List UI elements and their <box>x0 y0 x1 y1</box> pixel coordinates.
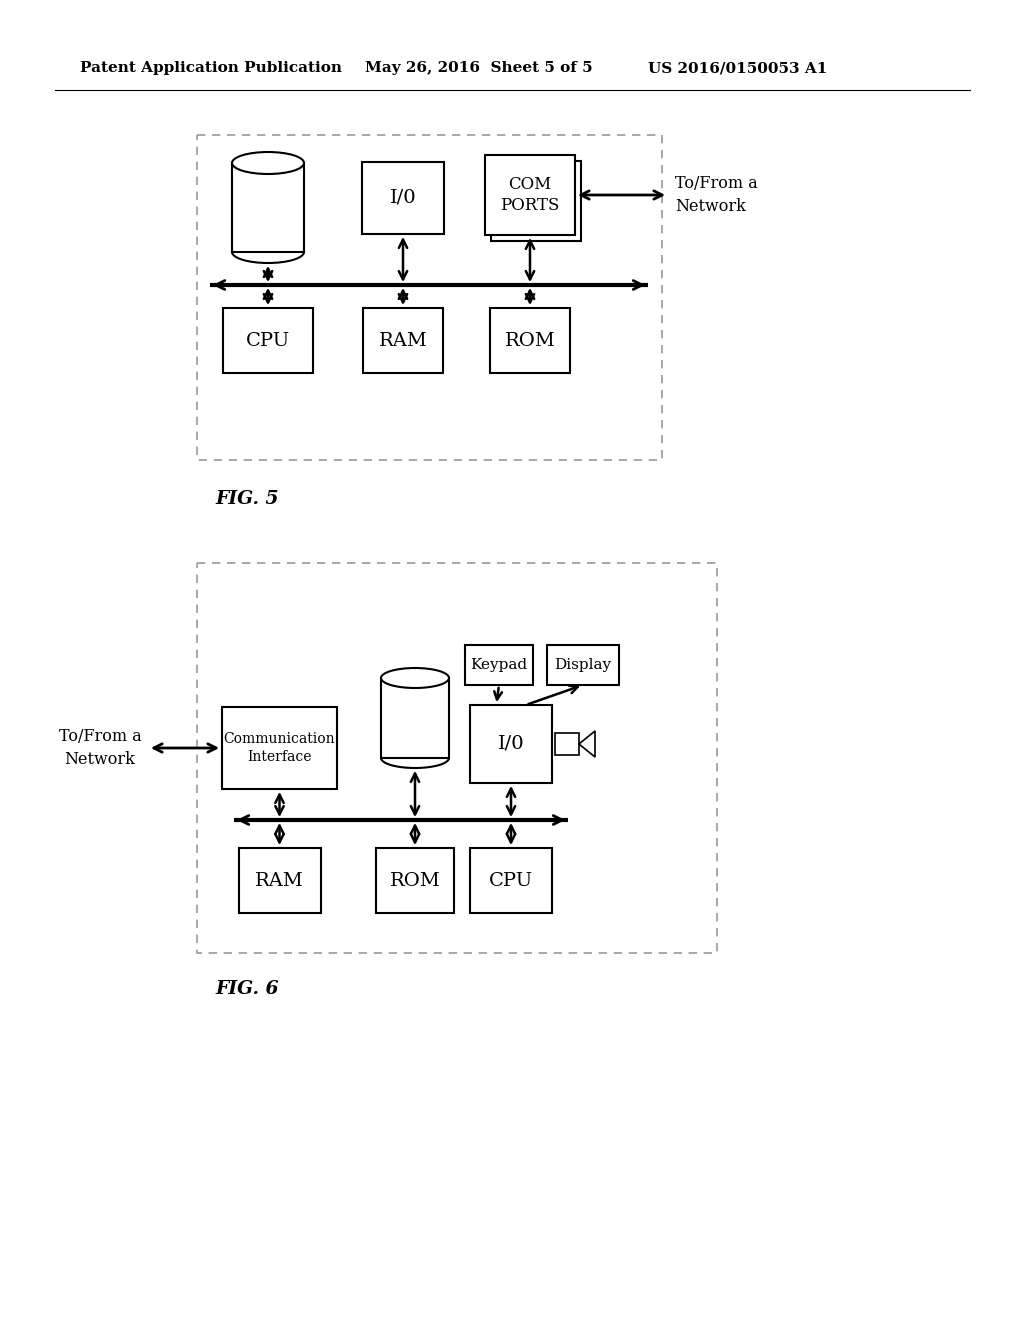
Polygon shape <box>579 731 595 756</box>
FancyBboxPatch shape <box>547 645 618 685</box>
FancyBboxPatch shape <box>465 645 534 685</box>
Text: I/0: I/0 <box>498 735 524 752</box>
FancyBboxPatch shape <box>470 705 552 783</box>
Ellipse shape <box>232 152 304 174</box>
Text: US 2016/0150053 A1: US 2016/0150053 A1 <box>648 61 827 75</box>
FancyBboxPatch shape <box>232 162 304 252</box>
FancyBboxPatch shape <box>223 308 313 374</box>
FancyBboxPatch shape <box>490 308 570 374</box>
Text: Keypad: Keypad <box>470 657 527 672</box>
FancyBboxPatch shape <box>381 678 449 758</box>
Text: I/0: I/0 <box>390 189 417 207</box>
FancyBboxPatch shape <box>362 162 444 234</box>
Text: Patent Application Publication: Patent Application Publication <box>80 61 342 75</box>
FancyBboxPatch shape <box>239 847 321 913</box>
Text: CPU: CPU <box>488 871 534 890</box>
FancyBboxPatch shape <box>222 708 337 789</box>
Text: Display: Display <box>554 657 611 672</box>
FancyBboxPatch shape <box>362 308 443 374</box>
Ellipse shape <box>381 668 449 688</box>
Text: RAM: RAM <box>255 871 304 890</box>
Text: To/From a
Network: To/From a Network <box>675 176 758 215</box>
Text: COM
PORTS: COM PORTS <box>501 176 560 214</box>
Text: ROM: ROM <box>389 871 440 890</box>
Text: Communication
Interface: Communication Interface <box>223 733 335 764</box>
FancyBboxPatch shape <box>470 847 552 913</box>
FancyBboxPatch shape <box>555 733 579 755</box>
Text: To/From a
Network: To/From a Network <box>58 729 141 768</box>
FancyBboxPatch shape <box>376 847 454 913</box>
FancyBboxPatch shape <box>197 135 662 459</box>
Text: FIG. 6: FIG. 6 <box>215 979 279 998</box>
Text: RAM: RAM <box>379 331 427 350</box>
Text: CPU: CPU <box>246 331 290 350</box>
Text: May 26, 2016  Sheet 5 of 5: May 26, 2016 Sheet 5 of 5 <box>365 61 593 75</box>
FancyBboxPatch shape <box>490 161 581 242</box>
FancyBboxPatch shape <box>485 154 575 235</box>
Text: FIG. 5: FIG. 5 <box>215 490 279 508</box>
FancyBboxPatch shape <box>197 564 717 953</box>
Text: ROM: ROM <box>505 331 555 350</box>
